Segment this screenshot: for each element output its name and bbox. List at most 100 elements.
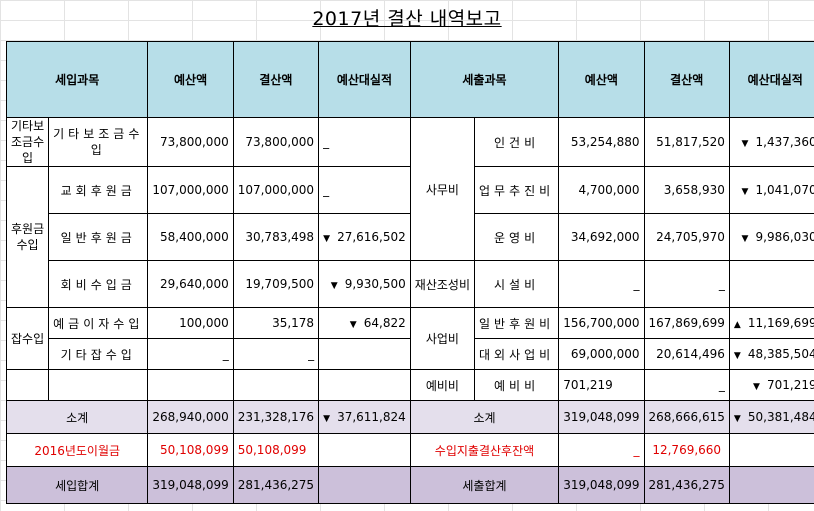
variance-value: 9,930,500	[344, 277, 406, 291]
cell-reserve-budget: 701,219	[558, 369, 645, 401]
expense-total-label: 세출합계	[409, 466, 560, 504]
cell-gensupport-variance: ▲ 11,169,699	[728, 307, 814, 339]
empty-cell	[5, 369, 50, 401]
income-item-interest: 예금이자수입	[48, 307, 149, 339]
income-item-fee: 회비수입금	[48, 260, 149, 308]
down-triangle-icon: ▼	[741, 234, 749, 244]
cell-general-settlement: 30,783,498	[232, 213, 320, 261]
down-triangle-icon: ▼	[741, 187, 749, 197]
expense-item-gensupport: 일반후원비	[473, 307, 560, 339]
income-budget-header: 예산액	[147, 41, 234, 118]
carryover-row: 2016년도이월금 50,108,099 50,108,099 수입지출결산후잔…	[5, 433, 814, 467]
cell-general-variance: ▼ 27,616,502	[318, 213, 411, 261]
cell-personnel-budget: 53,254,880	[558, 117, 645, 167]
cell-expense-total-budget: 319,048,099	[558, 466, 645, 504]
cell-income-subtotal-variance: ▼ 37,611,824	[318, 400, 411, 434]
expense-group-office: 사무비	[409, 117, 475, 261]
table-row: 후원금수입 교회후원금 107,000,000 107,000,000 _ 업무…	[5, 166, 814, 308]
down-triangle-icon: ▼	[330, 281, 338, 291]
income-group-misc: 잡수입	[5, 307, 50, 370]
cell-operation-variance: ▼ 9,986,030	[728, 213, 814, 261]
expense-budget-header: 예산액	[558, 41, 645, 118]
cell-fee-variance: ▼ 9,930,500	[318, 260, 411, 308]
cell-external-settlement: 20,614,496	[643, 338, 730, 370]
cell-carryover-budget: 50,108,099	[147, 433, 234, 467]
cell-income-subtotal-budget: 268,940,000	[147, 400, 234, 434]
variance-value: 1,437,360	[755, 135, 814, 149]
variance-value: 64,822	[363, 316, 406, 330]
variance-value: 9,986,030	[755, 230, 814, 244]
income-item-header: 세입과목	[5, 41, 149, 118]
expense-settlement-header: 결산액	[643, 41, 730, 118]
empty-cell	[318, 369, 411, 401]
cell-reserve-settlement: _	[643, 369, 730, 401]
report-title: 2017년 결산 내역보고	[312, 8, 502, 30]
cell-other-variance	[318, 338, 411, 370]
cell-personnel-variance: ▼ 1,437,360	[728, 117, 814, 167]
cell-business-settlement: 3,658,930	[643, 166, 730, 214]
cell-expense-subtotal-variance: ▼ 50,381,484	[728, 400, 814, 434]
cell-church-settlement: 107,000,000	[232, 166, 320, 214]
cell-income-total-settlement: 281,436,275	[232, 466, 320, 504]
total-row: 세입합계 319,048,099 281,436,275 세출합계 319,04…	[5, 466, 814, 504]
table-row: 일반후원금 58,400,000 30,783,498 ▼ 27,616,502 …	[7, 213, 814, 261]
cell-gensupport-settlement: 167,869,699	[643, 307, 730, 339]
cell-facility-budget: _	[558, 260, 645, 308]
cell-operation-budget: 34,692,000	[558, 213, 645, 261]
down-triangle-icon: ▼	[733, 351, 741, 361]
income-carryover-label: 2016년도이월금	[5, 433, 149, 467]
income-settlement-header: 결산액	[232, 41, 320, 118]
cell-subsidy-budget: 73,800,000	[147, 117, 234, 167]
empty-cell	[318, 466, 411, 504]
settlement-table: 세입과목 예산액 결산액 예산대실적 세출과목 예산액 결산액 예산대실적 기타…	[5, 41, 814, 504]
expense-balance-label: 수입지출결산후잔액	[409, 433, 560, 467]
cell-subsidy-variance: _	[318, 117, 411, 167]
cell-facility-settlement: _	[643, 260, 730, 308]
cell-gensupport-budget: 156,700,000	[558, 307, 645, 339]
cell-interest-variance: ▼ 64,822	[318, 307, 411, 339]
cell-personnel-settlement: 51,817,520	[643, 117, 730, 167]
cell-expense-subtotal-settlement: 268,666,615	[643, 400, 730, 434]
empty-cell	[147, 369, 234, 401]
cell-business-budget: 4,700,000	[558, 166, 645, 214]
table-row: 회비수입금 29,640,000 19,709,500 ▼ 9,930,500 재…	[7, 260, 814, 308]
variance-value: 37,611,824	[337, 410, 406, 424]
empty-cell	[728, 466, 814, 504]
income-variance-header: 예산대실적	[318, 41, 411, 118]
income-item-church: 교회후원금	[48, 166, 149, 214]
down-triangle-icon: ▼	[752, 382, 760, 392]
variance-value: 11,169,699	[747, 316, 814, 330]
cell-interest-settlement: 35,178	[232, 307, 320, 339]
cell-balance-budget: _	[558, 433, 645, 467]
cell-church-budget: 107,000,000	[147, 166, 234, 214]
cell-external-variance: ▼ 48,385,504	[728, 338, 814, 370]
down-triangle-icon: ▼	[323, 234, 330, 244]
expense-item-reserve: 예비비	[473, 369, 560, 401]
variance-value: 1,041,070	[755, 183, 814, 197]
empty-cell	[232, 369, 320, 401]
cell-operation-settlement: 24,705,970	[643, 213, 730, 261]
cell-other-settlement: _	[232, 338, 320, 370]
variance-value: 50,381,484	[747, 410, 814, 424]
variance-value: 48,385,504	[747, 347, 814, 361]
cell-carryover-settlement: 50,108,099	[232, 433, 320, 467]
cell-church-variance: _	[318, 166, 411, 214]
cell-expense-subtotal-budget: 319,048,099	[558, 400, 645, 434]
expense-item-external: 대외사업비	[473, 338, 560, 370]
income-group-donation: 후원금수입	[5, 166, 50, 308]
down-triangle-icon: ▼	[349, 320, 357, 330]
cell-other-budget: _	[147, 338, 234, 370]
expense-item-personnel: 인건비	[473, 117, 560, 167]
empty-cell	[48, 369, 149, 401]
table-row: 기타보조금수입 기타보조금수입 73,800,000 73,800,000 _ …	[5, 117, 814, 261]
cell-balance-settlement: 12,769,660	[643, 433, 730, 467]
cell-subsidy-settlement: 73,800,000	[232, 117, 320, 167]
empty-cell	[318, 433, 411, 467]
cell-expense-total-settlement: 281,436,275	[643, 466, 730, 504]
cell-interest-budget: 100,000	[147, 307, 234, 339]
variance-value: 701,219	[766, 378, 814, 392]
table-row: 예비비 예비비 701,219 _ ▼ 701,219	[5, 369, 814, 401]
table-row: 잡수입 예금이자수입 100,000 35,178 ▼ 64,822 사업비 일반…	[5, 307, 814, 370]
expense-item-header: 세출과목	[409, 41, 560, 118]
down-triangle-icon: ▼	[733, 414, 741, 424]
